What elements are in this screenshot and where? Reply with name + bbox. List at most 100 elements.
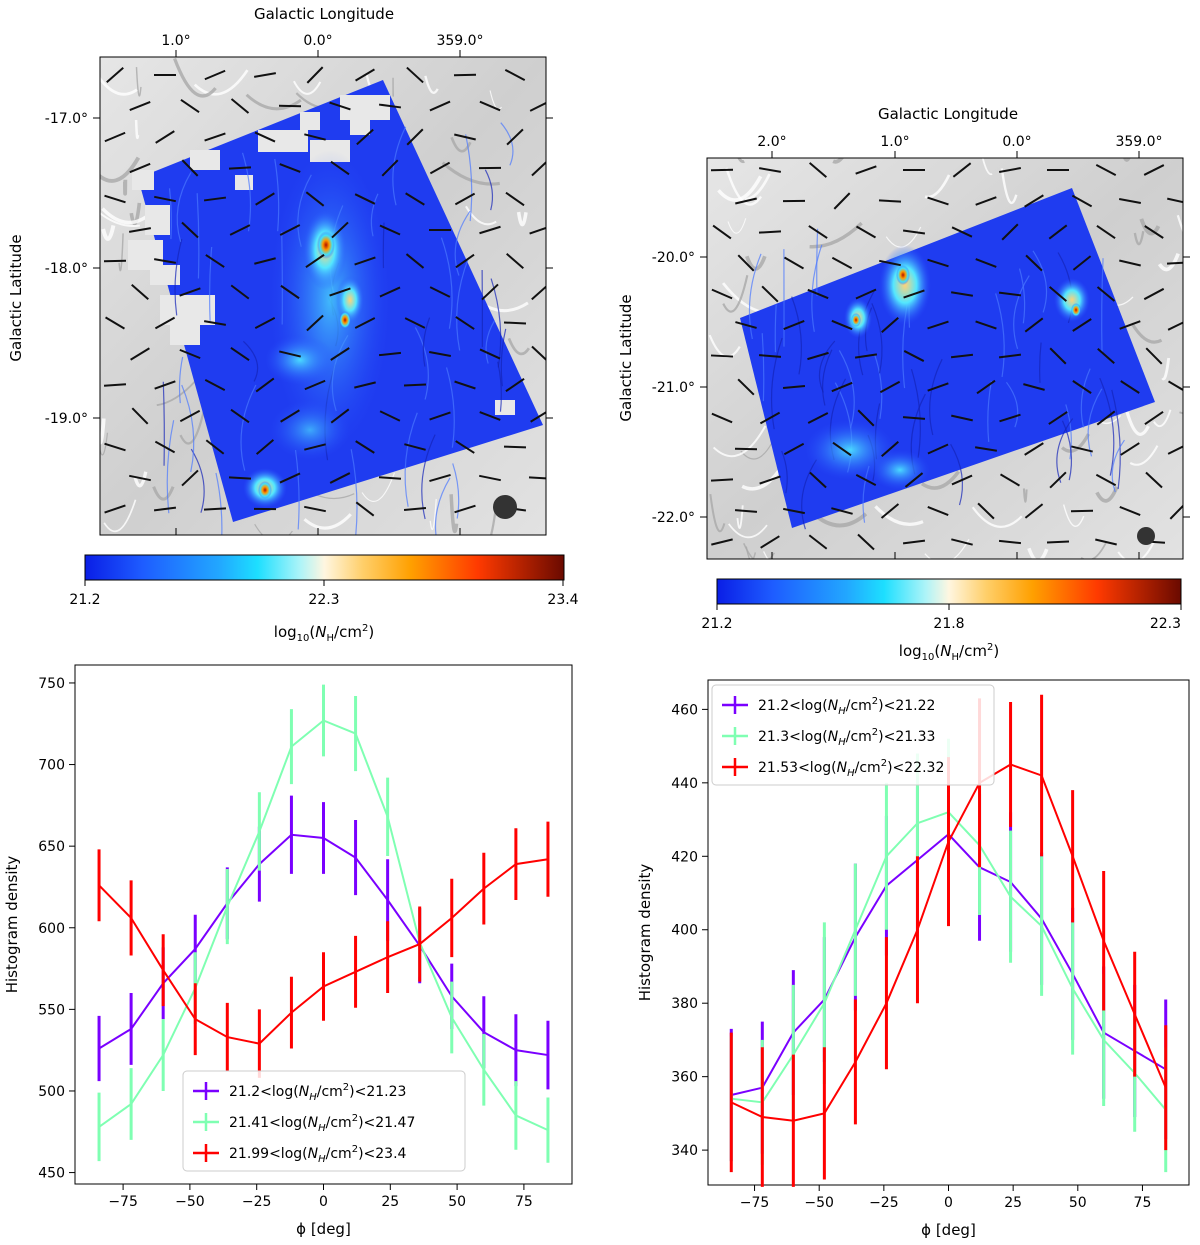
colorbar-tick-label: 21.2 (69, 592, 100, 608)
data-point (418, 943, 421, 945)
polarization-segment (203, 196, 227, 202)
polarization-segment (759, 411, 781, 425)
data-point (1071, 987, 1074, 990)
streamline (245, 93, 302, 111)
polarization-segment (1120, 442, 1140, 456)
polarization-segment (103, 259, 127, 263)
polarization-segment (404, 317, 426, 329)
polarization-segment (927, 506, 949, 516)
field-line (1061, 420, 1073, 481)
y-tick-label: 500 (38, 1084, 65, 1100)
map-top-tick-label: 1.0° (880, 134, 909, 150)
field-line (484, 169, 494, 211)
data-point (1040, 774, 1043, 777)
field-line (440, 237, 453, 329)
polarization-segment (204, 69, 226, 81)
field-line (1018, 268, 1026, 324)
polarization-segment (454, 192, 476, 206)
polarization-segment (204, 132, 226, 142)
map-ticks-2 (700, 151, 1190, 559)
y-tick-label: 460 (671, 702, 698, 718)
streamline (450, 136, 472, 153)
polarization-segment (807, 351, 829, 361)
polarization-segment (1145, 471, 1163, 489)
polarization-segment (355, 68, 375, 82)
map-left-tick-label: -22.0° (652, 510, 695, 526)
beam-circle-1 (493, 495, 517, 519)
polarization-segment (712, 224, 732, 240)
streamline (1130, 322, 1163, 344)
polarization-segment (130, 347, 150, 361)
map-left-tick-label: -18.0° (45, 261, 88, 277)
data-point (1164, 1086, 1167, 1089)
polarization-segment (927, 258, 949, 268)
field-line (1056, 418, 1074, 483)
polarization-segment (1168, 380, 1183, 392)
polarization-segment (951, 474, 973, 486)
polarization-segment (951, 226, 973, 238)
polarization-segment (104, 194, 126, 204)
polarization-segment (1095, 163, 1117, 177)
data-point (1009, 763, 1012, 766)
polarization-segment (329, 287, 351, 297)
polarization-segment (255, 377, 275, 393)
polarization-segment (378, 103, 402, 109)
polarization-segment (758, 230, 782, 234)
polarization-segment (205, 439, 225, 455)
polarization-segment (154, 440, 176, 454)
polarization-segment (230, 284, 250, 300)
streamline (100, 211, 140, 228)
legend-label: 21.41<log(NH/cm2)<21.47 (229, 1113, 415, 1134)
map-left-axis-label-2: Galactic Latitude (617, 294, 635, 421)
streamline (100, 77, 138, 96)
polarization-segment (1096, 224, 1116, 240)
polarization-segment (1096, 410, 1116, 426)
x-tick-label: −75 (108, 1194, 138, 1210)
polarization-segment (927, 320, 949, 330)
polarization-segments-1 (103, 66, 546, 517)
field-line (350, 449, 358, 535)
polarization-segment (737, 254, 755, 272)
streamline (1027, 547, 1049, 559)
streamline (1129, 445, 1159, 466)
polarization-segment (1169, 504, 1183, 520)
polarization-segment (976, 379, 996, 395)
polarization-segment (1143, 164, 1165, 176)
polarization-segment (330, 408, 350, 424)
polarization-segment (203, 320, 227, 326)
polarization-segment (454, 380, 476, 390)
polarization-segment (279, 163, 301, 173)
polarization-segment (1001, 223, 1019, 241)
map-frame-2 (706, 157, 1184, 560)
streamline (971, 506, 1023, 528)
streamline (489, 90, 502, 110)
streamline (722, 275, 749, 313)
polarization-segment (1024, 442, 1044, 456)
polarization-segment (330, 347, 350, 361)
polarization-segment (855, 165, 877, 175)
field-line (452, 463, 460, 519)
field-line (500, 122, 514, 166)
polarization-segment (181, 469, 199, 487)
polarization-segment (255, 192, 275, 206)
polarization-segment (331, 221, 349, 239)
field-line (929, 358, 943, 436)
polarization-segment (1024, 194, 1044, 208)
data-point (885, 1002, 888, 1004)
field-line (421, 434, 436, 520)
polarization-segment (104, 131, 126, 143)
field-line (910, 368, 921, 458)
polarization-segment (230, 346, 250, 362)
y-tick-label: 420 (671, 849, 698, 865)
x-axis-label: ϕ [deg] (296, 1220, 351, 1238)
polarization-segment (1095, 473, 1117, 487)
streamline (361, 472, 396, 502)
streamline (745, 546, 757, 559)
polarization-segment (228, 476, 252, 480)
streamline (465, 205, 497, 226)
data-point (290, 745, 293, 748)
polarization-segment (1070, 509, 1094, 513)
polarization-segment (405, 192, 425, 206)
field-line (208, 246, 213, 321)
field-line (240, 384, 257, 471)
